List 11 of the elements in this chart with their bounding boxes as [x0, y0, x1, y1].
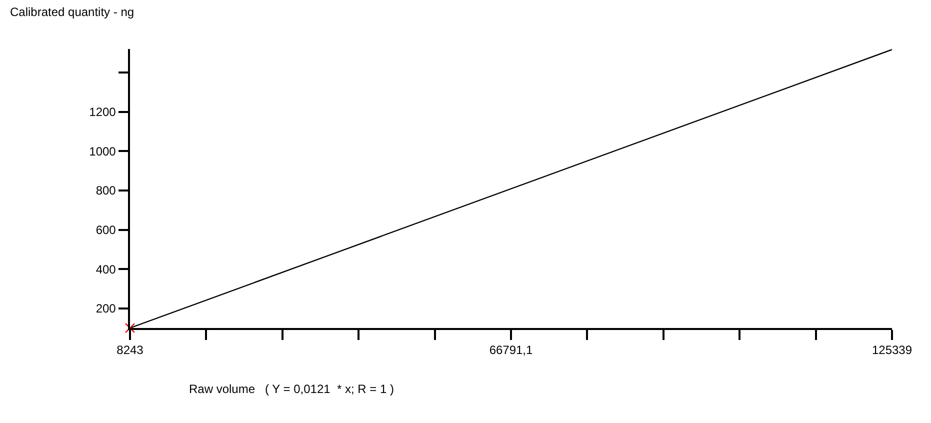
x-axis-title: Raw volume ( Y = 0,0121 * x; R = 1 ): [189, 382, 394, 396]
y-tick-label: 800: [96, 184, 116, 198]
y-tick-label: 200: [96, 302, 116, 316]
y-tick-label: 1000: [89, 144, 116, 158]
x-tick-label: 125339: [872, 343, 912, 358]
y-axis-title: Calibrated quantity - ng: [10, 5, 134, 19]
x-tick-label: 66791,1: [489, 343, 534, 358]
y-tick-label: 600: [96, 222, 116, 237]
x-tick-label: 8243: [116, 343, 144, 358]
y-tick-label: 1200: [89, 105, 116, 120]
y-tick-label: 400: [96, 262, 116, 276]
